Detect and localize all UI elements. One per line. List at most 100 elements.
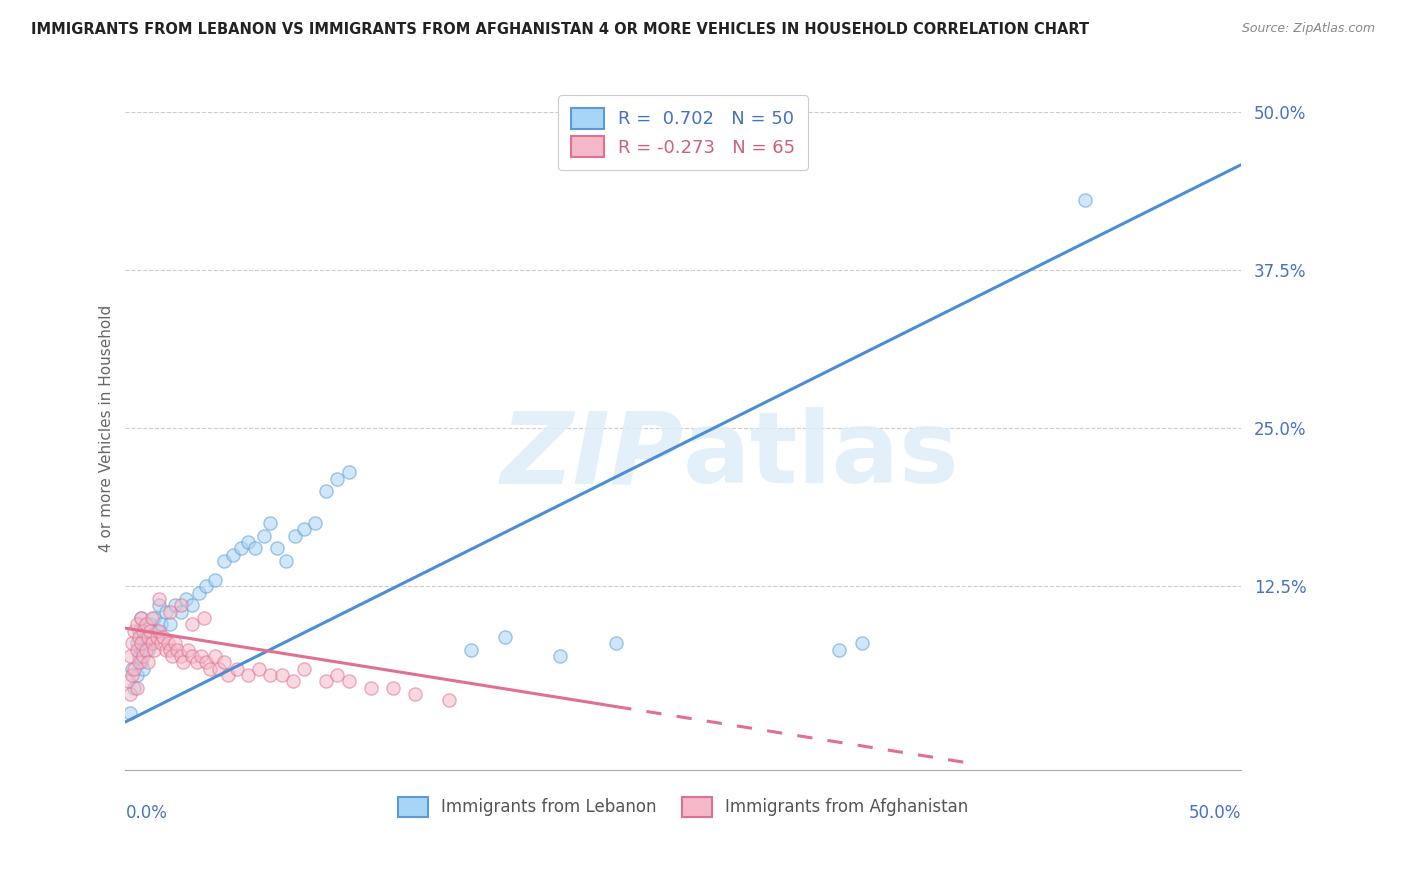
Point [193,611,215,625]
Point [125,617,148,632]
Point [226,662,249,676]
Legend: Immigrants from Lebanon, Immigrants from Afghanistan: Immigrants from Lebanon, Immigrants from… [391,790,974,823]
Point [128,648,150,663]
Point [605,636,627,650]
Point [315,484,337,499]
Point [121,668,143,682]
Point [170,599,193,613]
Point [188,586,211,600]
Point [132,642,155,657]
Point [181,599,204,613]
Point [125,636,148,650]
Point [129,656,152,670]
Point [1073,194,1095,208]
Point [155,605,177,619]
Point [121,636,143,650]
Point [163,599,186,613]
Point [194,656,217,670]
Point [159,642,181,657]
Point [337,674,360,689]
Point [204,573,226,587]
Point [172,656,194,670]
Point [243,541,266,556]
Point [124,662,146,676]
Point [143,611,166,625]
Point [292,662,315,676]
Text: 50.0%: 50.0% [1188,805,1241,822]
Point [326,472,349,486]
Point [238,668,260,682]
Point [159,617,181,632]
Point [217,668,239,682]
Point [337,466,360,480]
Text: Source: ZipAtlas.com: Source: ZipAtlas.com [1241,22,1375,36]
Point [132,648,155,663]
Point [128,630,150,644]
Point [212,554,235,568]
Point [828,642,851,657]
Point [159,605,181,619]
Point [141,611,163,625]
Point [259,668,281,682]
Text: IMMIGRANTS FROM LEBANON VS IMMIGRANTS FROM AFGHANISTAN 4 OR MORE VEHICLES IN HOU: IMMIGRANTS FROM LEBANON VS IMMIGRANTS FR… [31,22,1090,37]
Point [125,668,148,682]
Point [152,630,174,644]
Point [118,648,141,663]
Point [247,662,270,676]
Point [292,523,315,537]
Point [166,642,188,657]
Point [141,636,163,650]
Point [132,662,155,676]
Point [208,662,231,676]
Point [135,642,157,657]
Point [141,636,163,650]
Point [212,656,235,670]
Point [404,687,426,701]
Point [156,636,179,650]
Point [494,630,516,644]
Point [194,579,217,593]
Point [174,592,197,607]
Point [170,648,193,663]
Point [253,529,276,543]
Point [304,516,326,530]
Point [128,624,150,638]
Point [139,624,162,638]
Point [121,662,143,676]
Point [190,648,212,663]
Point [118,687,141,701]
Point [139,617,162,632]
Point [204,648,226,663]
Point [117,674,139,689]
Point [150,636,173,650]
Point [150,617,173,632]
Point [148,624,170,638]
Text: atlas: atlas [683,407,960,504]
Point [143,642,166,657]
Point [274,554,297,568]
Point [181,648,204,663]
Point [162,648,184,663]
Text: 0.0%: 0.0% [125,805,167,822]
Point [135,617,157,632]
Point [124,624,146,638]
Point [186,656,208,670]
Point [437,693,460,707]
Point [118,706,141,720]
Point [315,674,337,689]
Point [326,668,349,682]
Point [360,681,382,695]
Point [170,605,193,619]
Point [266,541,288,556]
Point [132,624,155,638]
Point [145,624,167,638]
Point [200,662,222,676]
Point [136,656,159,670]
Point [284,529,307,543]
Point [136,630,159,644]
Point [550,648,572,663]
Y-axis label: 4 or more Vehicles in Household: 4 or more Vehicles in Household [100,304,114,552]
Point [125,681,148,695]
Point [129,611,152,625]
Point [125,642,148,657]
